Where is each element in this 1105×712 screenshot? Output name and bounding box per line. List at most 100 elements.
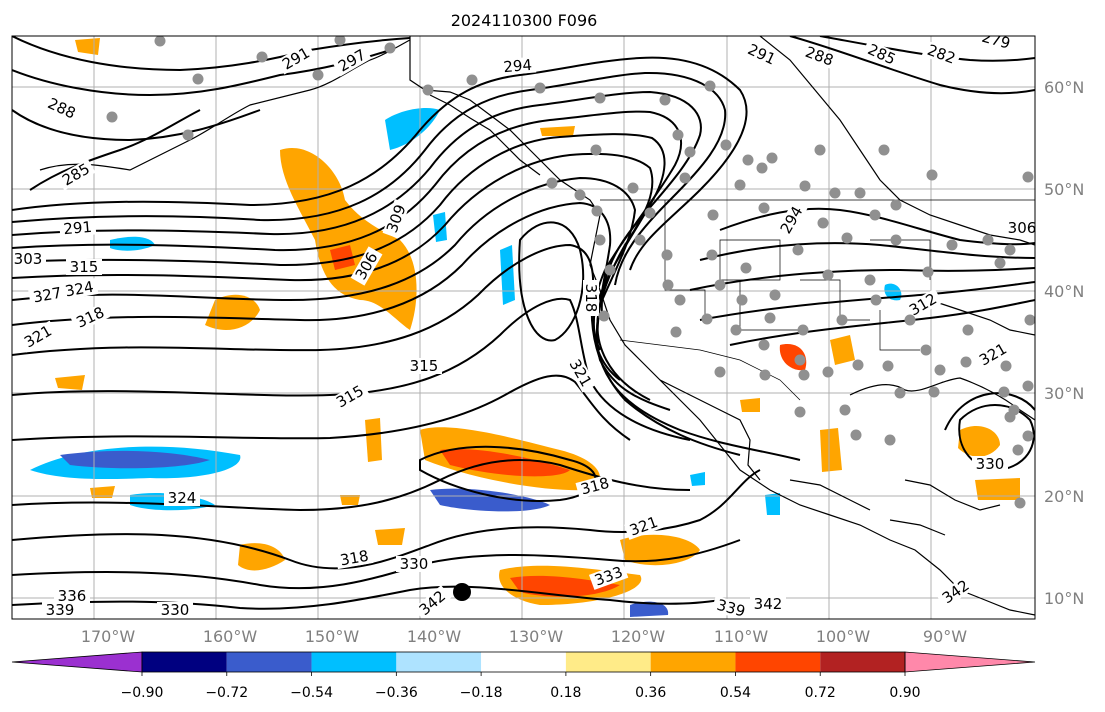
- station-dot: [850, 429, 862, 441]
- station-dot: [1024, 314, 1035, 326]
- colorbar: [11, 651, 1036, 673]
- contour-label: 315: [410, 357, 439, 375]
- station-dot: [928, 386, 940, 398]
- colorbar-tick: −0.72: [205, 685, 248, 701]
- contour-label: 339: [46, 601, 75, 619]
- station-dot: [590, 144, 602, 156]
- station-dot: [662, 279, 674, 291]
- station-dot: [869, 209, 881, 221]
- contour-label: 336: [58, 587, 87, 605]
- colorbar-tick: 0.18: [550, 685, 581, 701]
- shading-positive: [55, 38, 1020, 605]
- contour-label: 318: [582, 284, 600, 313]
- station-dot: [701, 313, 713, 325]
- station-dot: [841, 232, 853, 244]
- station-dot: [704, 80, 716, 92]
- station-dot: [836, 314, 848, 326]
- lon-label: 170°W: [81, 627, 136, 646]
- station-dot: [192, 73, 204, 85]
- station-dot: [466, 74, 478, 86]
- station-dot: [890, 199, 902, 211]
- station-dot: [661, 249, 673, 261]
- lon-label: 100°W: [816, 627, 871, 646]
- lon-label: 160°W: [203, 627, 258, 646]
- map-title: 2024110300 F096: [451, 11, 598, 30]
- lon-label: 130°W: [509, 627, 564, 646]
- station-dot: [707, 209, 719, 221]
- colorbar-tick: −0.36: [375, 685, 418, 701]
- station-dot: [994, 257, 1006, 269]
- station-dot: [334, 36, 346, 46]
- latitude-labels: 60°N 50°N 40°N 30°N 20°N 10°N: [1044, 78, 1084, 608]
- station-dot: [720, 139, 732, 151]
- station-dot: [742, 154, 754, 166]
- station-dot: [934, 364, 946, 376]
- station-dot: [1004, 244, 1016, 256]
- lon-label: 90°W: [923, 627, 967, 646]
- lon-label: 120°W: [611, 627, 666, 646]
- contour-label: 315: [70, 258, 99, 276]
- station-dot: [822, 366, 834, 378]
- station-dot: [882, 360, 894, 372]
- station-dot: [922, 266, 934, 278]
- station-dot: [1014, 497, 1026, 509]
- shading-negative: [30, 108, 902, 617]
- station-markers: [106, 36, 1035, 509]
- station-dot: [998, 386, 1010, 398]
- contour-label: 327: [32, 284, 63, 307]
- station-dot: [740, 262, 752, 274]
- station-dot: [764, 312, 776, 324]
- station-dot: [756, 162, 768, 174]
- station-dot: [864, 274, 876, 286]
- station-dot: [106, 111, 118, 123]
- lat-label: 30°N: [1044, 384, 1084, 403]
- colorbar-segment: [396, 652, 482, 672]
- colorbar-segment: [650, 652, 736, 672]
- lat-label: 20°N: [1044, 487, 1084, 506]
- station-dot: [594, 234, 606, 246]
- contour-label: 306: [1008, 219, 1037, 237]
- colorbar-segment: [481, 652, 566, 672]
- station-dot: [594, 92, 606, 104]
- colorbar-tick: 0.54: [720, 685, 751, 701]
- tropical-cyclone-marker: [453, 583, 471, 601]
- contour-label: 330: [400, 555, 429, 573]
- colorbar-tick: 0.36: [635, 685, 666, 701]
- station-dot: [759, 369, 771, 381]
- station-dot: [534, 82, 546, 94]
- station-dot: [312, 69, 324, 81]
- colorbar-segment: [565, 652, 651, 672]
- station-dot: [817, 217, 829, 229]
- colorbar-tick: −0.90: [121, 685, 164, 701]
- longitude-labels: 170°W 160°W 150°W 140°W 130°W 120°W 110°W 100°W…: [81, 627, 967, 646]
- station-dot: [766, 152, 778, 164]
- contour-label: 318: [339, 547, 370, 570]
- station-dot: [674, 294, 686, 306]
- station-dot: [706, 249, 718, 261]
- station-dot: [598, 310, 610, 322]
- station-dot: [926, 169, 938, 181]
- station-dot: [672, 129, 684, 141]
- station-dot: [422, 84, 434, 96]
- station-dot: [574, 189, 586, 201]
- lon-label: 110°W: [714, 627, 769, 646]
- station-dot: [1012, 444, 1024, 456]
- colorbar-tick-labels: −0.90 −0.72 −0.54 −0.36 −0.18 0.18 0.36 0.54 0.7…: [121, 672, 921, 701]
- station-dot: [769, 289, 781, 301]
- station-dot: [894, 387, 906, 399]
- station-dot: [962, 324, 974, 336]
- contour-label: 330: [976, 455, 1005, 473]
- station-dot: [1022, 380, 1034, 392]
- station-dot: [854, 187, 866, 199]
- colorbar-tick: −0.18: [460, 685, 503, 701]
- contour-label: 324: [168, 489, 197, 507]
- station-dot: [960, 356, 972, 368]
- station-dot: [546, 177, 558, 189]
- station-dot: [839, 404, 851, 416]
- station-dot: [591, 205, 603, 217]
- station-dot: [256, 51, 268, 63]
- colorbar-segment: [226, 652, 312, 672]
- station-dot: [920, 344, 932, 356]
- lon-label: 140°W: [407, 627, 462, 646]
- station-dot: [684, 146, 696, 158]
